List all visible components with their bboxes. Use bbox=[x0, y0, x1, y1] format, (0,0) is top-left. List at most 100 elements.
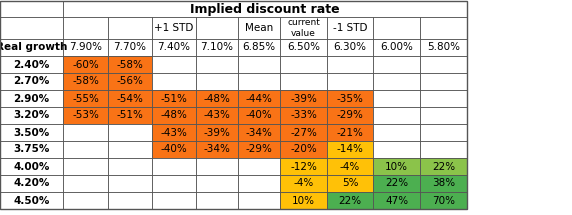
Text: -55%: -55% bbox=[72, 94, 99, 103]
Bar bbox=[196, 90, 238, 107]
Text: current
value: current value bbox=[287, 18, 320, 38]
Bar bbox=[0, 1, 467, 209]
Bar bbox=[196, 124, 238, 141]
Text: -4%: -4% bbox=[293, 178, 313, 189]
Bar bbox=[280, 124, 327, 141]
Bar bbox=[327, 56, 373, 73]
Text: 5%: 5% bbox=[341, 178, 358, 189]
Bar bbox=[420, 158, 467, 175]
Bar bbox=[420, 107, 467, 124]
Text: 6.00%: 6.00% bbox=[380, 43, 413, 52]
Bar bbox=[152, 90, 196, 107]
Bar bbox=[280, 141, 327, 158]
Bar bbox=[327, 39, 373, 56]
Bar bbox=[0, 158, 63, 175]
Bar bbox=[63, 175, 108, 192]
Bar bbox=[63, 192, 108, 209]
Bar bbox=[152, 192, 196, 209]
Bar bbox=[152, 17, 196, 39]
Bar bbox=[327, 141, 373, 158]
Bar bbox=[63, 141, 108, 158]
Bar bbox=[63, 90, 108, 107]
Bar bbox=[0, 141, 63, 158]
Text: -20%: -20% bbox=[290, 144, 317, 155]
Bar bbox=[420, 56, 467, 73]
Text: 4.00%: 4.00% bbox=[13, 161, 50, 172]
Bar bbox=[0, 39, 63, 56]
Text: -4%: -4% bbox=[340, 161, 360, 172]
Bar bbox=[280, 56, 327, 73]
Bar bbox=[420, 90, 467, 107]
Bar bbox=[238, 175, 280, 192]
Text: -1 STD: -1 STD bbox=[333, 23, 367, 33]
Bar bbox=[196, 39, 238, 56]
Bar bbox=[108, 73, 152, 90]
Bar bbox=[196, 175, 238, 192]
Bar bbox=[152, 141, 196, 158]
Bar bbox=[373, 158, 420, 175]
Text: 2.90%: 2.90% bbox=[13, 94, 50, 103]
Bar bbox=[327, 90, 373, 107]
Text: -12%: -12% bbox=[290, 161, 317, 172]
Bar bbox=[152, 175, 196, 192]
Bar bbox=[373, 175, 420, 192]
Text: 47%: 47% bbox=[385, 195, 408, 206]
Bar bbox=[63, 73, 108, 90]
Text: 6.30%: 6.30% bbox=[333, 43, 367, 52]
Bar bbox=[0, 17, 63, 39]
Bar bbox=[0, 90, 63, 107]
Bar bbox=[327, 73, 373, 90]
Text: 6.50%: 6.50% bbox=[287, 43, 320, 52]
Text: -40%: -40% bbox=[245, 111, 272, 120]
Bar bbox=[63, 107, 108, 124]
Bar bbox=[0, 124, 63, 141]
Bar bbox=[420, 192, 467, 209]
Bar bbox=[280, 107, 327, 124]
Text: 22%: 22% bbox=[432, 161, 455, 172]
Text: -39%: -39% bbox=[204, 127, 231, 138]
Bar bbox=[420, 39, 467, 56]
Bar bbox=[373, 175, 420, 192]
Text: -58%: -58% bbox=[72, 77, 99, 86]
Bar bbox=[280, 39, 327, 56]
Bar bbox=[373, 17, 420, 39]
Bar bbox=[280, 175, 327, 192]
Bar bbox=[152, 56, 196, 73]
Text: -33%: -33% bbox=[290, 111, 317, 120]
Text: 22%: 22% bbox=[339, 195, 362, 206]
Text: -44%: -44% bbox=[245, 94, 272, 103]
Bar bbox=[238, 73, 280, 90]
Bar bbox=[373, 56, 420, 73]
Text: Real growth: Real growth bbox=[0, 43, 67, 52]
Bar bbox=[373, 73, 420, 90]
Text: -51%: -51% bbox=[161, 94, 188, 103]
Bar bbox=[108, 56, 152, 73]
Text: Mean: Mean bbox=[245, 23, 273, 33]
Bar bbox=[196, 56, 238, 73]
Bar bbox=[0, 175, 63, 192]
Bar bbox=[108, 90, 152, 107]
Bar bbox=[152, 107, 196, 124]
Bar bbox=[196, 90, 238, 107]
Bar bbox=[327, 175, 373, 192]
Text: -29%: -29% bbox=[245, 144, 272, 155]
Bar bbox=[327, 124, 373, 141]
Bar bbox=[108, 192, 152, 209]
Bar bbox=[327, 107, 373, 124]
Bar bbox=[108, 39, 152, 56]
Bar bbox=[420, 175, 467, 192]
Text: 7.90%: 7.90% bbox=[69, 43, 102, 52]
Bar bbox=[238, 124, 280, 141]
Text: -27%: -27% bbox=[290, 127, 317, 138]
Bar bbox=[152, 141, 196, 158]
Bar bbox=[238, 17, 280, 39]
Text: 10%: 10% bbox=[385, 161, 408, 172]
Bar bbox=[327, 192, 373, 209]
Text: -43%: -43% bbox=[204, 111, 231, 120]
Bar bbox=[420, 124, 467, 141]
Bar bbox=[108, 17, 152, 39]
Bar bbox=[373, 158, 420, 175]
Bar bbox=[327, 141, 373, 158]
Text: -53%: -53% bbox=[72, 111, 99, 120]
Bar bbox=[327, 175, 373, 192]
